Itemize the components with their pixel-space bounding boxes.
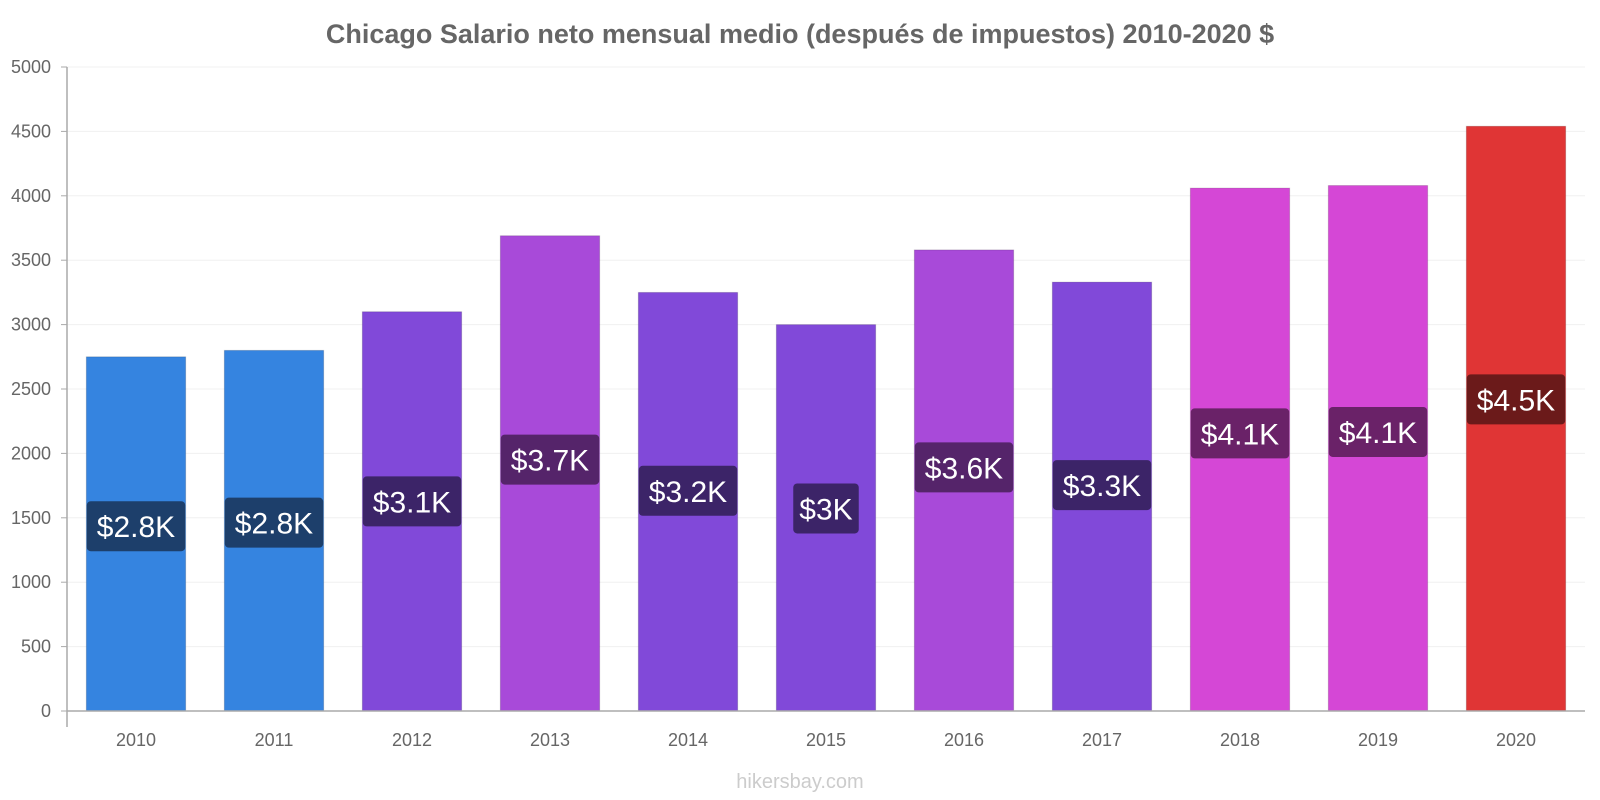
data-label-box [362, 476, 462, 527]
data-labels: $2.8K $2.8K $3.1K $3.7K $3.2K $3K $3.6K $3.3K $4… [86, 374, 1566, 552]
data-label: $4.1K [1339, 417, 1417, 450]
y-tick-label: 4000 [11, 186, 51, 206]
data-label: $3K [799, 493, 852, 526]
data-label: $2.8K [97, 511, 175, 544]
y-tick-label: 2000 [11, 443, 51, 463]
x-axis-ticks: 2010 2011 2012 2013 2014 2015 2016 2017 2018 2019… [116, 730, 1536, 750]
x-tick-label: 2012 [392, 730, 432, 750]
y-tick-label: 0 [41, 701, 51, 721]
x-tick-label: 2020 [1496, 730, 1536, 750]
x-tick-label: 2011 [255, 730, 294, 750]
y-tick-label: 4500 [11, 121, 51, 141]
x-tick-label: 2014 [668, 730, 708, 750]
x-tick-label: 2019 [1358, 730, 1398, 750]
y-axis-ticks: 0 500 1000 1500 2000 2500 3000 3500 4000 4500 5000 [11, 57, 67, 721]
data-label-box [1466, 374, 1566, 425]
y-tick-label: 3500 [11, 250, 51, 270]
data-label-box [1190, 408, 1290, 459]
data-label-box [500, 434, 600, 485]
x-tick-label: 2013 [530, 730, 570, 750]
data-label-box [224, 497, 324, 548]
y-tick-label: 2500 [11, 379, 51, 399]
y-tick-label: 1000 [11, 572, 51, 592]
data-label: $3.2K [649, 476, 727, 509]
data-label: $4.5K [1477, 384, 1555, 417]
data-label: $2.8K [235, 508, 313, 541]
x-tick-label: 2017 [1082, 730, 1122, 750]
x-tick-label: 2015 [806, 730, 846, 750]
data-label-box [1052, 460, 1152, 511]
x-tick-label: 2018 [1220, 730, 1260, 750]
data-label: $3.3K [1063, 470, 1141, 503]
data-label-box [86, 501, 186, 552]
data-label: $3.6K [925, 452, 1003, 485]
y-tick-label: 1500 [11, 508, 51, 528]
data-label-box [914, 442, 1014, 493]
chart-title: Chicago Salario neto mensual medio (desp… [326, 19, 1274, 49]
data-label: $3.1K [373, 486, 451, 519]
axes [66, 67, 1585, 727]
y-tick-label: 3000 [11, 315, 51, 335]
data-label-box [1328, 406, 1428, 457]
y-tick-label: 5000 [11, 57, 51, 77]
x-tick-label: 2016 [944, 730, 984, 750]
x-tick-label: 2010 [116, 730, 156, 750]
data-label-box [793, 483, 859, 534]
data-label-box [638, 465, 738, 516]
data-label: $4.1K [1201, 418, 1279, 451]
source-footer: hikersbay.com [736, 771, 863, 793]
data-label: $3.7K [511, 445, 589, 478]
y-tick-label: 500 [21, 637, 51, 657]
